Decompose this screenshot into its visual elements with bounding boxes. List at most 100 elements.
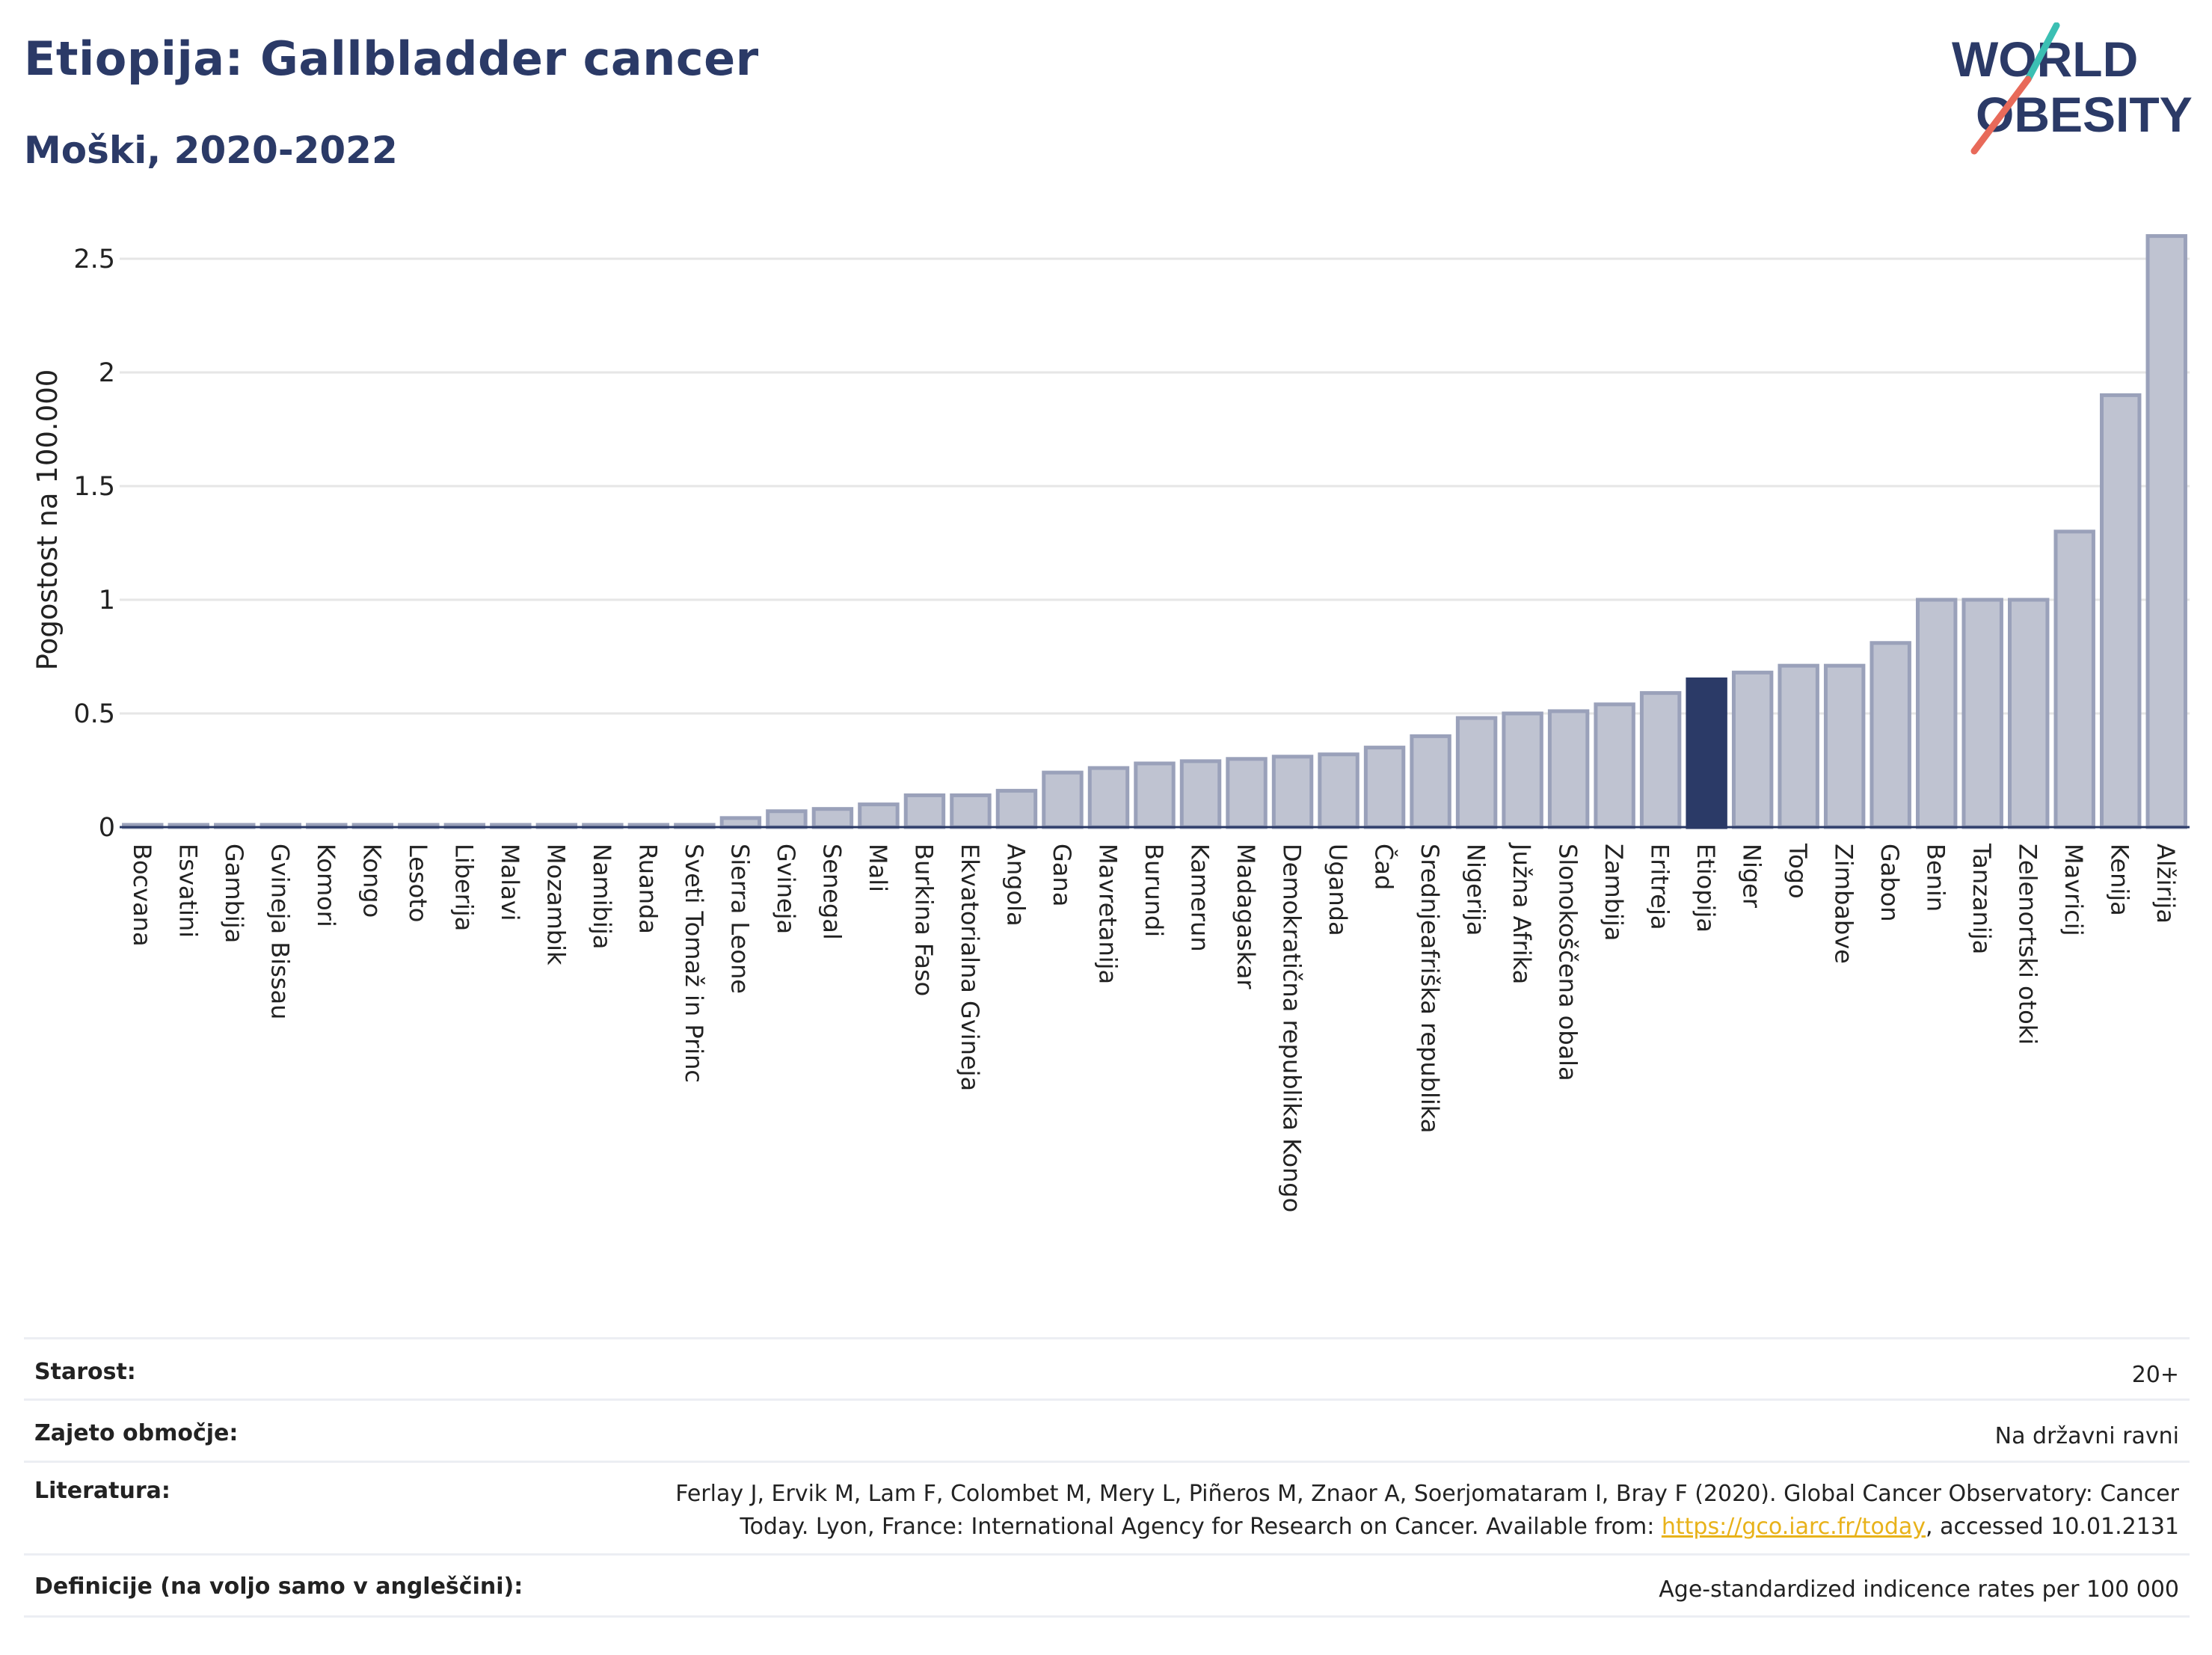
bars [122,234,2187,829]
bar-chart: 0 0.5 1 1.5 2 2.5 Bocvana Esvatini Gambija Gvine… [31,234,2190,1212]
x-tick-label: Angola [1001,844,1030,927]
x-tick-label: Sveti Tomaž in Princ [680,844,708,1083]
x-tick-labels: Bocvana Esvatini Gambija Gvineja Bissau Komo… [128,842,2180,1212]
bar [1226,757,1268,829]
x-tick-label: Tanzanija [1967,843,1996,954]
age-label: Starost: [34,1359,136,1385]
x-tick-label: Komori [312,844,340,927]
x-tick-label: Gana [1048,844,1076,906]
x-tick-label: Ruanda [633,844,662,934]
info-table: Starost: 20+ Zajeto območje: Na državni … [24,1337,2190,1618]
x-tick-label: Burundi [1140,844,1168,937]
info-row-age: Starost: 20+ [24,1339,2190,1401]
reference-line-1: Ferlay J, Ervik M, Lam F, Colombet M, Me… [675,1481,2179,1507]
x-tick-label: Kenija [2106,844,2134,916]
definitions-label: Definicije (na voljo samo v angleščini): [34,1573,523,1600]
reference-link[interactable]: https://gco.iarc.fr/today [1661,1514,1926,1540]
x-tick-label: Sierra Leone [725,844,754,994]
chart-subtitle: Moški, 2020-2022 [24,129,398,172]
y-tick-label: 1 [99,586,115,615]
bar [1455,716,1498,829]
y-tick-label: 1.5 [73,472,115,502]
bar [995,788,1038,829]
reference-value: Ferlay J, Ervik M, Lam F, Colombet M, Me… [675,1478,2179,1544]
reference-accessed: , accessed 10.01.2131 [1926,1514,2179,1540]
x-tick-label: Bocvana [128,844,156,947]
x-tick-label: Etiopija [1692,844,1720,933]
bar [950,793,992,829]
x-tick-label: Liberija [449,844,478,931]
bar [2145,234,2187,829]
bar [1042,770,1084,829]
x-tick-label: Gvineja Bissau [265,844,294,1019]
info-row-definitions: Definicije (na voljo samo v angleščini):… [24,1556,2190,1618]
bar [811,807,854,829]
reference-label: Literatura: [34,1478,170,1504]
y-tick-label: 2 [99,358,115,388]
x-tick-label: Čad [1370,844,1399,890]
bar [1870,641,1911,829]
bar [1318,752,1360,829]
y-tick-labels: 0 0.5 1 1.5 2 2.5 [73,245,115,843]
bar-highlighted [1686,677,1727,829]
bar [1179,759,1222,829]
x-tick-label: Mali [864,844,892,892]
bar [1502,711,1543,829]
area-value: Na državni ravni [1994,1423,2179,1449]
x-tick-label: Eritreja [1646,844,1674,930]
bar [1087,766,1130,829]
age-value: 20+ [2131,1362,2179,1388]
x-tick-label: Gabon [1875,844,1904,922]
x-tick-label: Srednjeafriška republika [1416,844,1444,1133]
x-tick-label: Kamerun [1186,844,1214,952]
info-row-reference: Literatura: Ferlay J, Ervik M, Lam F, Co… [24,1463,2190,1556]
bar [858,802,900,829]
x-tick-label: Nigerija [1462,844,1490,936]
x-tick-label: Gambija [220,844,248,943]
chart-title: Etiopija: Gallbladder cancer [24,31,759,86]
x-tick-label: Mavricij [2059,844,2088,936]
bar [1547,709,1590,829]
bar [719,816,762,829]
bar [1410,734,1451,829]
logo-slash-teal [2024,22,2060,83]
bar [1271,755,1314,829]
area-label: Zajeto območje: [34,1420,239,1446]
x-tick-label: Gvineja [772,844,800,934]
x-tick-label: Malavi [496,844,524,921]
x-tick-label: Niger [1738,844,1766,909]
bar [1363,746,1406,829]
bar [1594,702,1635,829]
x-tick-label: Zambija [1600,844,1628,941]
x-tick-label: Zelenortski otoki [2014,844,2042,1045]
bar [1639,691,1682,829]
y-tick-label: 0 [99,813,115,843]
x-tick-label: Uganda [1324,844,1352,936]
bar [903,793,946,829]
reference-line-2: Today. Lyon, France: International Agenc… [740,1514,1662,1540]
bar [1778,663,1819,829]
x-tick-label: Togo [1784,843,1812,899]
y-tick-label: 2.5 [73,245,115,274]
x-tick-label: Mozambik [541,844,570,965]
bar [2053,529,2095,829]
bar [2100,393,2142,829]
bar [1134,761,1176,829]
x-tick-label: Ekvatorialna Gvineja [956,844,984,1091]
x-tick-label: Alžirija [2151,844,2180,924]
x-tick-label: Namibija [588,844,616,949]
x-tick-label: Lesoto [404,844,432,922]
x-tick-label: Zimbabve [1830,844,1858,964]
logo-slash-coral [1970,76,2032,155]
world-obesity-logo[interactable]: WORLD OBESITY [1952,22,2199,157]
x-tick-label: Benin [1922,844,1950,912]
bar [1961,598,2003,829]
definitions-value: Age-standardized indicence rates per 100… [1659,1576,2179,1603]
bar [1823,663,1866,829]
bar [2007,598,2050,829]
bar [766,809,808,829]
x-tick-label: Senegal [817,844,846,940]
x-tick-label: Esvatini [173,844,202,938]
x-tick-label: Južna Afrika [1508,842,1536,984]
y-tick-label: 0.5 [73,699,115,729]
